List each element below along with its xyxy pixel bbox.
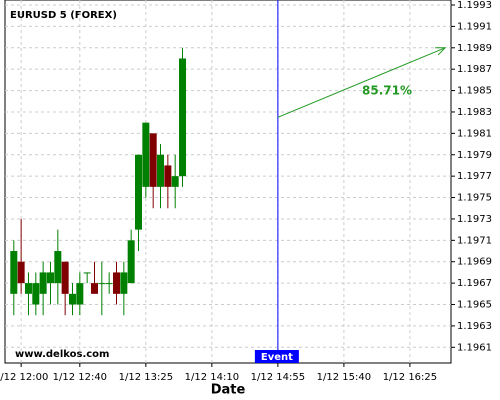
forecast-label: 85.71% (362, 84, 412, 98)
plot-area (4, 0, 452, 364)
candle-body (39, 272, 47, 294)
candle-body (149, 133, 157, 187)
y-tick-label: 1.1961 (457, 342, 492, 353)
y-tick-label: 1.1969 (457, 257, 492, 268)
candle-body (17, 261, 25, 284)
candle-body (68, 293, 76, 305)
x-tick-label: 1/12 16:25 (383, 372, 437, 383)
event-label-box (254, 350, 299, 363)
candle-body (171, 176, 179, 187)
candle-body (135, 154, 143, 230)
chart-title: EURUSD 5 (FOREX) (10, 10, 117, 21)
y-tick-label: 1.1975 (457, 193, 492, 204)
candle-body (164, 165, 172, 187)
watermark: www.delkos.com (15, 349, 109, 360)
candle-body (46, 272, 54, 284)
x-tick-label: 1/12 12:00 (0, 372, 48, 383)
x-tick-label: 1/12 14:55 (251, 372, 305, 383)
y-tick-label: 1.1967 (457, 278, 492, 289)
y-tick-label: 1.1993 (457, 0, 492, 11)
y-tick-label: 1.1991 (457, 21, 492, 32)
y-tick-label: 1.1985 (457, 86, 492, 97)
candle-body (179, 58, 187, 177)
candle-body (54, 251, 62, 284)
y-tick-label: 1.1987 (457, 64, 492, 75)
candle-body (24, 283, 32, 294)
x-tick-label: 1/12 14:10 (185, 372, 239, 383)
event-label: Event (261, 352, 293, 363)
x-tick-label: 1/12 12:40 (53, 372, 107, 383)
forecast-arrow (277, 47, 446, 118)
candle-body (90, 283, 98, 294)
y-tick-label: 1.1979 (457, 150, 492, 161)
x-tick-label: 1/12 15:40 (317, 372, 371, 383)
candle-body (120, 272, 128, 294)
y-tick-label: 1.1977 (457, 171, 492, 182)
candle-body (105, 283, 113, 285)
candle-body (76, 283, 84, 305)
y-tick-label: 1.1971 (457, 235, 492, 246)
candle-body (157, 154, 165, 187)
y-tick-label: 1.1989 (457, 43, 492, 54)
y-tick-label: 1.1973 (457, 214, 492, 225)
y-tick-label: 1.1965 (457, 300, 492, 311)
candle-body (98, 283, 106, 285)
arrow-head (435, 47, 447, 56)
candle-body (32, 283, 40, 305)
candle-body (61, 261, 69, 294)
y-tick-label: 1.1983 (457, 107, 492, 118)
x-axis-label: Date (211, 383, 246, 398)
y-tick-label: 1.1981 (457, 128, 492, 139)
x-tick-label: 1/12 13:25 (119, 372, 173, 383)
candle-body (10, 251, 18, 294)
candle-body (83, 272, 91, 274)
candle-body (113, 272, 120, 294)
candle-body (142, 122, 150, 187)
candle-body (127, 240, 135, 284)
y-tick-label: 1.1963 (457, 321, 492, 332)
